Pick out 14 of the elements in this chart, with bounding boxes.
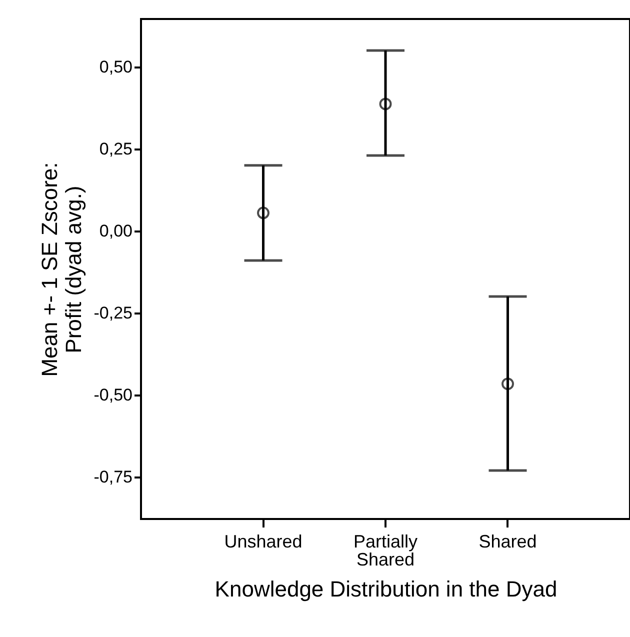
y-tick-label: 0,25 bbox=[99, 139, 132, 158]
point bbox=[257, 206, 270, 220]
y-tick-label: -0,50 bbox=[94, 385, 132, 404]
y-tick-label: -0,25 bbox=[94, 303, 132, 322]
y-tick-label: 0,50 bbox=[99, 57, 132, 76]
x-tick-label: Shared bbox=[478, 532, 537, 552]
x-axis-title: Knowledge Distribution in the Dyad bbox=[214, 576, 558, 602]
x-tick-label: Unshared bbox=[224, 532, 302, 552]
x-tick-label: Partially Shared bbox=[353, 532, 418, 570]
y-tick-label: 0,00 bbox=[99, 221, 132, 240]
y-axis-title: Mean +- 1 SE Zscore: Profit (dyad avg.) bbox=[36, 162, 86, 377]
point bbox=[379, 98, 392, 110]
y-tick-label: -0,75 bbox=[94, 468, 132, 487]
point bbox=[502, 378, 514, 390]
